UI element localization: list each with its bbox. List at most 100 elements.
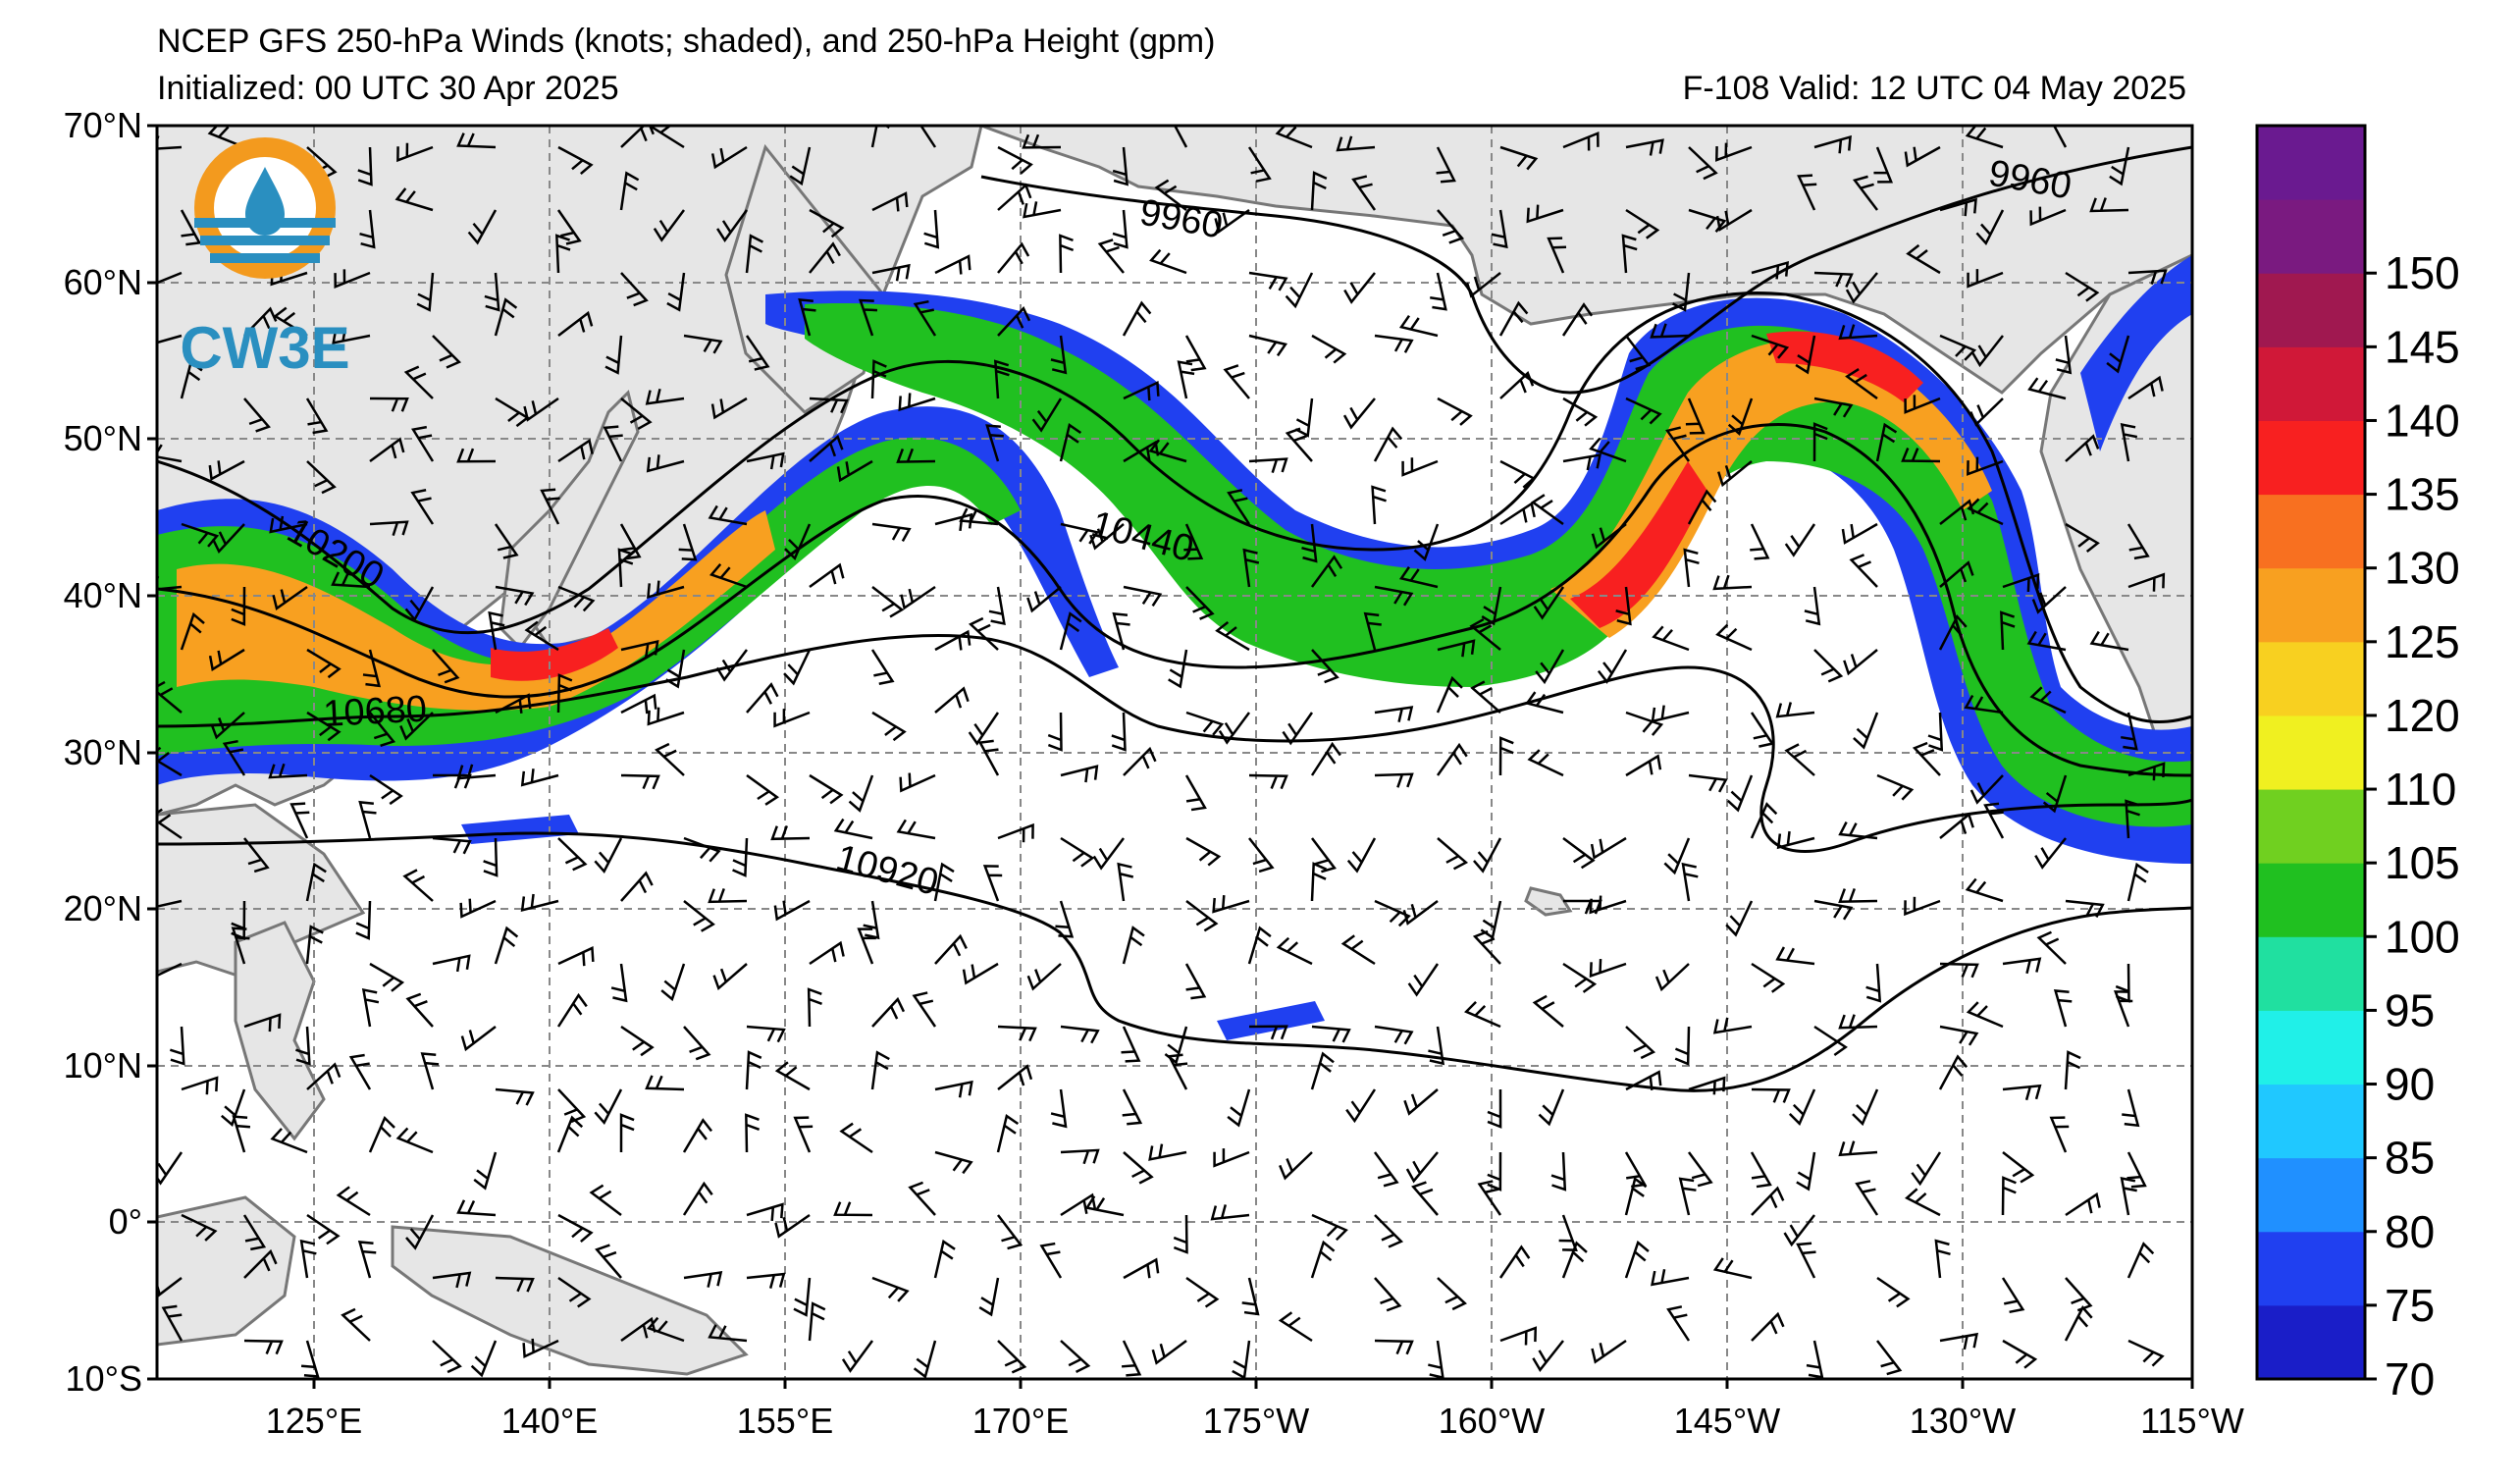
wind-barb: [774, 1061, 811, 1091]
wind-barb: [1654, 963, 1690, 992]
wind-barb: [871, 711, 907, 742]
wind-barb: [180, 360, 203, 399]
wind-barb: [2002, 573, 2040, 593]
wind-barb: [773, 709, 811, 728]
wind-barb: [783, 649, 812, 686]
wind-barb: [1904, 395, 1941, 414]
wind-barb: [1652, 625, 1690, 652]
wind-barb: [710, 145, 748, 170]
wind-barb: [1499, 145, 1539, 171]
colorbar-tick-label: 90: [2385, 1059, 2435, 1110]
land-north-america: [2039, 253, 2192, 748]
wind-barb: [620, 1316, 656, 1343]
wind-barb: [1975, 209, 2005, 246]
wind-barb: [2052, 126, 2068, 148]
wind-barb: [1123, 585, 1163, 608]
wind-barb: [1784, 523, 1816, 557]
wind-barb: [420, 1052, 440, 1090]
wind-barb: [456, 764, 497, 780]
wind-barb: [1039, 1242, 1063, 1279]
wind-barb: [1685, 397, 1706, 435]
wind-barb: [871, 191, 909, 212]
wind-barb: [522, 1338, 559, 1359]
wind-barb: [1784, 743, 1815, 776]
wind-barb: [683, 900, 715, 932]
wind-barb: [603, 425, 623, 462]
wind-barb: [809, 773, 844, 805]
wind-barb: [495, 585, 535, 607]
wind-barb: [1023, 201, 1062, 219]
wind-barb: [1688, 146, 1718, 181]
wind-barb: [1845, 272, 1878, 304]
wind-barb: [773, 899, 811, 922]
wind-barb: [1865, 963, 1882, 1003]
wind-barb: [809, 397, 849, 414]
wind-barb: [1966, 1001, 2004, 1029]
wind-barb: [1558, 1214, 1578, 1251]
wind-barb: [620, 693, 657, 715]
wind-barb: [1301, 523, 1318, 563]
wind-barb: [1751, 962, 1786, 993]
wind-barb: [871, 996, 906, 1028]
wind-barb: [355, 900, 372, 940]
wind-barb: [997, 145, 1033, 175]
wind-barb: [295, 1026, 311, 1066]
wind-barb: [1184, 963, 1207, 1000]
wind-barb: [2002, 1084, 2042, 1101]
wind-barb: [524, 620, 559, 652]
wind-barb: [1852, 1088, 1879, 1127]
wind-barb: [399, 712, 434, 741]
wind-barb: [977, 739, 1000, 776]
logo-wave-1: [194, 218, 336, 228]
wind-barb: [1562, 836, 1596, 870]
lon-label: 140°E: [501, 1401, 598, 1441]
wind-barb: [708, 504, 748, 526]
wind-barb: [619, 1113, 635, 1153]
wind-barb: [394, 187, 434, 212]
wind-barb: [2106, 335, 2130, 374]
wind-barb: [1783, 1214, 1815, 1247]
colorbar-segment: [2257, 863, 2365, 937]
wind-barb: [610, 963, 628, 1003]
wind-barb: [1373, 426, 1403, 462]
colorbar-tick-label: 70: [2385, 1353, 2435, 1404]
wind-barb: [1838, 324, 1878, 341]
lon-label: 175°W: [1203, 1401, 1309, 1441]
wind-barb: [1340, 934, 1376, 966]
wind-barb: [1813, 134, 1852, 154]
wind-barb: [1112, 611, 1130, 651]
wind-barb: [1751, 261, 1790, 280]
wind-barb: [432, 649, 460, 684]
wind-barb: [556, 673, 573, 714]
wind-barb: [1838, 821, 1878, 840]
colorbar-labels: 70 75 80 85 90 95 100 105 110 120 125 130 135 140 145 1…: [2365, 247, 2460, 1404]
wind-barb: [997, 822, 1034, 843]
wind-barb: [1845, 367, 1878, 400]
wind-barb: [809, 241, 841, 274]
wind-barb: [1374, 585, 1414, 607]
wind-barb: [1498, 300, 1529, 337]
wind-barb: [1050, 1088, 1068, 1129]
wind-barb: [1374, 1277, 1402, 1312]
wind-barb: [1149, 248, 1187, 275]
wind-barb: [1625, 208, 1660, 239]
wind-barb: [432, 335, 462, 369]
wind-barb: [306, 711, 341, 742]
wind-barb: [405, 992, 434, 1028]
wind-barb: [432, 1340, 462, 1374]
wind-barb: [2002, 1151, 2035, 1184]
wind-barb: [870, 359, 887, 399]
wind-barb: [2127, 375, 2164, 400]
wind-barb: [2001, 1176, 2017, 1216]
wind-barb: [2126, 1242, 2155, 1279]
wind-barb: [456, 1199, 497, 1217]
wind-barb: [488, 610, 505, 651]
colorbar-segment: [2257, 494, 2365, 569]
wind-barb: [211, 523, 245, 555]
wind-barb: [2000, 610, 2016, 651]
wind-barb: [460, 1026, 497, 1052]
wind-barb: [1363, 611, 1382, 651]
wind-barb: [1813, 899, 1854, 921]
colorbar-tick-label: 75: [2385, 1280, 2435, 1331]
wind-barb: [1481, 586, 1502, 626]
